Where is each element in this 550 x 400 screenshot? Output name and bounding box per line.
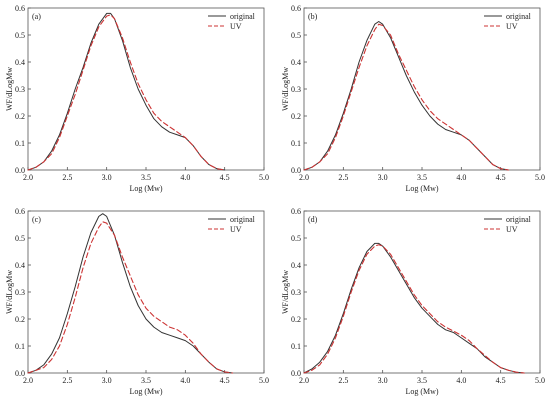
y-tick-label: 0.5 (15, 234, 25, 243)
legend-label-uv: UV (230, 225, 242, 234)
x-axis-title: Log (Mw) (405, 387, 438, 396)
x-tick-label: 2.5 (338, 376, 348, 385)
panel-tag: (c) (32, 215, 41, 224)
y-tick-label: 0.1 (291, 342, 301, 351)
y-tick-label: 0.2 (15, 315, 25, 324)
series-line-uv (27, 221, 234, 374)
y-tick-label: 0.0 (15, 369, 25, 378)
y-tick-label: 0.1 (15, 139, 25, 148)
y-tick-label: 0.4 (15, 58, 25, 67)
x-tick-label: 3.0 (378, 173, 388, 182)
y-tick-label: 0.4 (15, 261, 25, 270)
x-tick-label: 3.0 (378, 376, 388, 385)
y-tick-label: 0.1 (291, 139, 301, 148)
series-line-uv (303, 23, 510, 171)
series-line-original (303, 242, 525, 374)
plot-frame (27, 7, 265, 171)
y-tick-label: 0.4 (291, 58, 301, 67)
legend-label-original: original (506, 215, 532, 224)
x-axis-title: Log (Mw) (129, 184, 162, 193)
x-tick-label: 2.0 (23, 376, 33, 385)
y-tick-label: 0.6 (15, 4, 25, 13)
legend-label-uv: UV (506, 225, 518, 234)
legend-label-original: original (230, 12, 256, 21)
legend-label-uv: UV (230, 22, 242, 31)
x-tick-label: 4.5 (220, 173, 230, 182)
x-tick-label: 4.5 (496, 173, 506, 182)
legend-label-original: original (230, 215, 256, 224)
y-tick-label: 0.3 (291, 288, 301, 297)
x-tick-label: 4.5 (496, 376, 506, 385)
panel-tag: (a) (32, 12, 41, 21)
x-tick-label: 4.0 (456, 173, 466, 182)
y-tick-label: 0.6 (291, 207, 301, 216)
y-axis-title: WF/dLogMw (281, 67, 290, 111)
y-tick-label: 0.0 (15, 166, 25, 175)
panel-c: 2.0 2.5 3.0 3.5 4.0 4.5 5.0 0.0 0.1 0.2 0.3 0.4 0.5 0… (5, 207, 269, 396)
panel-d: 2.0 2.5 3.0 3.5 4.0 4.5 5.0 0.0 0.1 0.2 0.3 0.4 0.5 0… (281, 207, 545, 396)
series-line-original (303, 21, 510, 171)
y-axis-title: WF/dLogMw (5, 67, 14, 111)
series-line-uv (303, 244, 525, 374)
panel-tag: (b) (308, 12, 318, 21)
x-tick-label: 5.0 (259, 173, 269, 182)
y-tick-label: 0.0 (291, 166, 301, 175)
x-tick-label: 4.0 (456, 376, 466, 385)
panel-b: 2.0 2.5 3.0 3.5 4.0 4.5 5.0 0.0 0.1 0.2 0.3 0.4 0.5 0… (281, 4, 545, 193)
x-tick-label: 2.0 (299, 376, 309, 385)
x-tick-label: 4.0 (180, 173, 190, 182)
y-tick-label: 0.4 (291, 261, 301, 270)
y-axis-title: WF/dLogMw (5, 270, 14, 314)
panel-a: 2.0 2.5 3.0 3.5 4.0 4.5 5.0 0.0 0.1 0.2 0.3 0.4 0.5 0… (5, 4, 269, 193)
x-tick-label: 5.0 (535, 173, 545, 182)
y-tick-label: 0.3 (291, 85, 301, 94)
x-tick-label: 5.0 (535, 376, 545, 385)
y-tick-label: 0.1 (15, 342, 25, 351)
x-tick-label: 4.0 (180, 376, 190, 385)
y-tick-label: 0.2 (291, 315, 301, 324)
y-tick-label: 0.6 (15, 207, 25, 216)
x-tick-label: 3.5 (141, 376, 151, 385)
y-tick-label: 0.2 (15, 112, 25, 121)
x-tick-label: 3.5 (417, 173, 427, 182)
legend-label-original: original (506, 12, 532, 21)
plot-frame (27, 210, 265, 374)
x-tick-label: 2.0 (23, 173, 33, 182)
x-tick-label: 2.5 (62, 173, 72, 182)
legend-label-uv: UV (506, 22, 518, 31)
x-tick-label: 5.0 (259, 376, 269, 385)
x-tick-label: 3.0 (102, 173, 112, 182)
y-tick-label: 0.3 (15, 288, 25, 297)
y-tick-label: 0.5 (15, 31, 25, 40)
panel-tag: (d) (308, 215, 318, 224)
y-axis-title: WF/dLogMw (281, 270, 290, 314)
x-tick-label: 3.5 (417, 376, 427, 385)
y-tick-label: 0.5 (291, 31, 301, 40)
series-line-uv (27, 14, 226, 171)
y-tick-label: 0.2 (291, 112, 301, 121)
y-tick-label: 0.5 (291, 234, 301, 243)
x-tick-label: 3.5 (141, 173, 151, 182)
x-tick-label: 2.5 (338, 173, 348, 182)
series-line-original (27, 213, 234, 374)
plot-frame (303, 210, 541, 374)
y-tick-label: 0.0 (291, 369, 301, 378)
y-tick-label: 0.6 (291, 4, 301, 13)
series-line-original (27, 12, 226, 171)
plot-frame (303, 7, 541, 171)
x-axis-title: Log (Mw) (129, 387, 162, 396)
x-tick-label: 2.0 (299, 173, 309, 182)
x-tick-label: 4.5 (220, 376, 230, 385)
y-tick-label: 0.3 (15, 85, 25, 94)
x-tick-label: 3.0 (102, 376, 112, 385)
x-axis-title: Log (Mw) (405, 184, 438, 193)
x-tick-label: 2.5 (62, 376, 72, 385)
